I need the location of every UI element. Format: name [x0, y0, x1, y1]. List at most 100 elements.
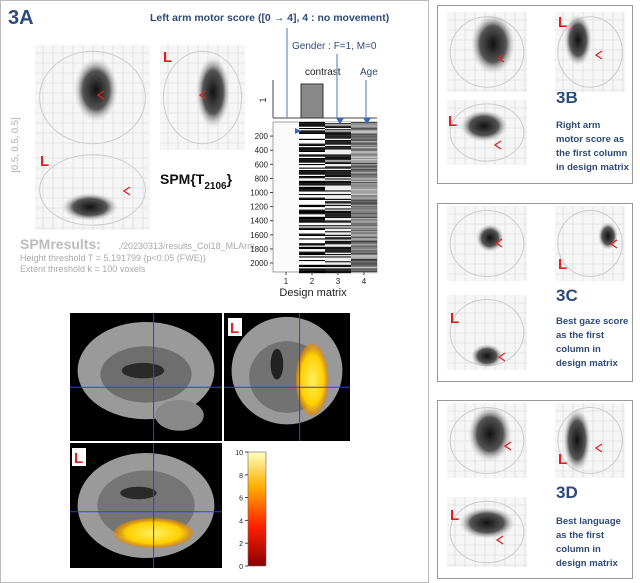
dm-row	[325, 248, 351, 250]
dm-row	[351, 239, 377, 241]
dm-row	[299, 266, 325, 268]
dm-row	[351, 226, 377, 228]
dm-row	[351, 164, 377, 166]
dm-row	[299, 184, 325, 186]
dm-row	[351, 144, 377, 146]
dm-row	[351, 155, 377, 157]
cursor-marker	[594, 443, 603, 453]
dm-row	[325, 150, 351, 152]
dm-row	[351, 173, 377, 175]
brain-outline	[557, 16, 623, 88]
dm-row	[351, 218, 377, 220]
dm-row	[299, 142, 325, 144]
side-marker: L	[74, 450, 83, 467]
side-marker: L	[450, 310, 459, 327]
dm-row	[299, 219, 325, 221]
dm-row	[325, 148, 351, 150]
dm-row	[325, 179, 351, 181]
dm-row	[299, 210, 325, 212]
brain-outline	[162, 50, 243, 145]
dm-row	[299, 167, 325, 169]
dm-row	[325, 176, 351, 178]
dm-row	[351, 152, 377, 154]
dm-row	[299, 244, 325, 246]
dm-row	[325, 242, 351, 244]
dm-row	[299, 262, 325, 264]
dm-row	[351, 167, 377, 169]
pointer-head	[363, 118, 371, 124]
y-tick-label: 400	[255, 146, 269, 155]
dm-row	[299, 125, 325, 127]
dm-row	[299, 263, 325, 265]
dm-row	[299, 268, 325, 270]
dm-row	[299, 227, 325, 229]
dm-row	[325, 236, 351, 238]
dm-row	[299, 220, 325, 222]
dm-row	[325, 210, 351, 212]
dm-row	[325, 216, 351, 218]
caption-line: Right arm	[556, 120, 600, 131]
caption-line: as the first	[556, 330, 605, 341]
dm-row	[299, 257, 325, 259]
dm-row	[325, 269, 351, 271]
results-path: ./20230313/results_Col18_MLArm	[118, 241, 255, 251]
dm-row	[351, 215, 377, 217]
spm-stat-close: }	[227, 171, 233, 187]
cursor-marker	[198, 90, 207, 100]
dm-row	[325, 254, 351, 256]
dm-row	[351, 214, 377, 216]
dm-row	[299, 251, 325, 253]
dm-row	[325, 250, 351, 252]
cursor-marker	[609, 239, 618, 249]
dm-row	[351, 200, 377, 202]
dm-row	[299, 216, 325, 218]
dm-row	[351, 188, 377, 190]
dm-row	[351, 256, 377, 258]
cursor-marker	[594, 50, 603, 60]
dm-row	[299, 156, 325, 158]
dm-row	[299, 192, 325, 194]
dm-row	[325, 249, 351, 251]
height-threshold: Height threshold T = 5.191799 {p<0.05 (F…	[20, 253, 206, 263]
dm-row	[325, 143, 351, 145]
dm-row	[351, 228, 377, 230]
dm-row	[325, 196, 351, 198]
dm-row	[299, 180, 325, 182]
activation-blob	[62, 193, 118, 221]
dm-row	[299, 136, 325, 138]
dm-row	[351, 251, 377, 253]
dm-row	[325, 159, 351, 161]
dm-row	[299, 226, 325, 228]
dm-row	[299, 173, 325, 175]
dm-row	[351, 149, 377, 151]
dm-row	[351, 221, 377, 223]
dm-row	[325, 257, 351, 259]
dm-row	[351, 269, 377, 271]
dm-row	[299, 236, 325, 238]
dm-row	[351, 245, 377, 247]
dm-row	[351, 182, 377, 184]
ventricle	[120, 486, 157, 500]
contrast-bar	[300, 83, 324, 119]
dm-row	[325, 263, 351, 265]
spm-stat-sub: 2106	[204, 181, 227, 192]
side-marker: L	[40, 153, 49, 170]
dm-row	[325, 158, 351, 160]
dm-row	[325, 213, 351, 215]
cursor-marker	[122, 186, 131, 196]
dm-row	[299, 174, 325, 176]
dm-row	[325, 153, 351, 155]
dm-row	[351, 198, 377, 200]
dm-row	[325, 138, 351, 140]
dm-row	[299, 225, 325, 227]
dm-row	[351, 233, 377, 235]
x-tick-label: 2	[310, 277, 315, 286]
dm-row	[325, 261, 351, 263]
dm-row	[299, 255, 325, 257]
dm-row	[351, 131, 377, 133]
dm-row	[299, 228, 325, 230]
y-tick-label: 800	[255, 174, 269, 183]
dm-row	[351, 148, 377, 150]
dm-row	[351, 154, 377, 156]
dm-row	[351, 266, 377, 268]
